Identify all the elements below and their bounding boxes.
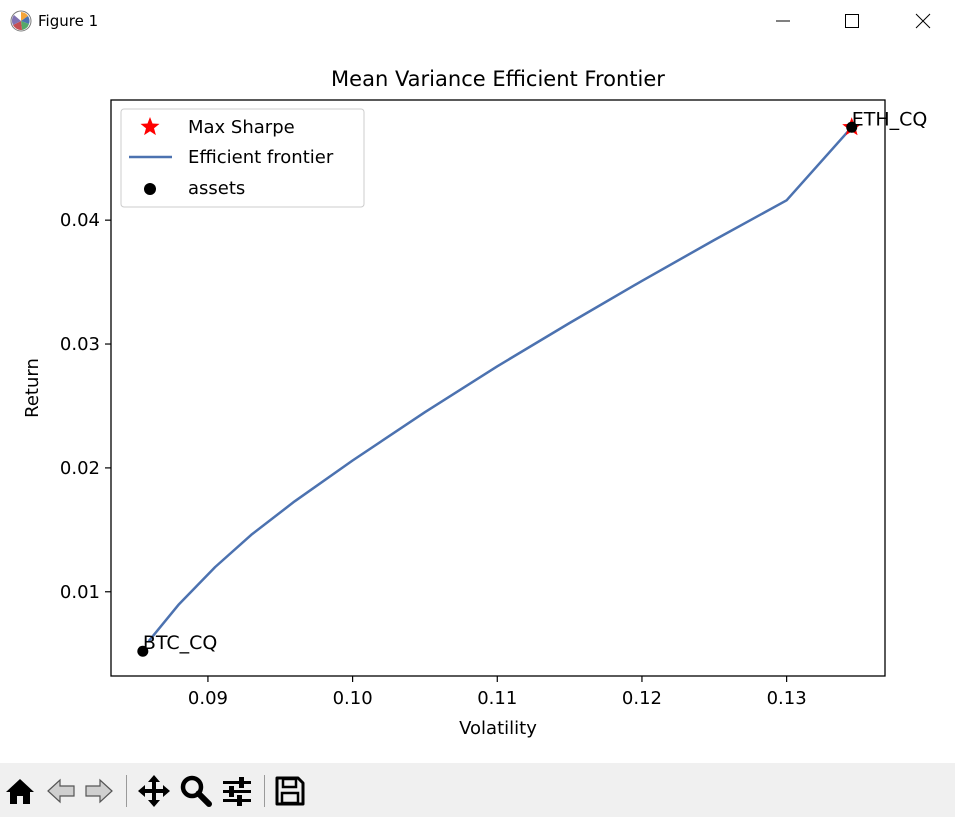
configure-subplots-button[interactable]	[219, 773, 255, 809]
x-tick-label: 0.09	[188, 688, 228, 709]
window-title: Figure 1	[38, 12, 99, 30]
zoom-button[interactable]	[178, 773, 214, 809]
home-button[interactable]	[2, 773, 38, 809]
close-icon	[915, 13, 931, 29]
configure-subplots-icon	[223, 777, 251, 806]
y-tick-label: 0.01	[60, 582, 100, 603]
forward-arrow-icon	[85, 778, 113, 804]
x-tick-label: 0.11	[477, 688, 517, 709]
home-icon	[6, 779, 34, 804]
legend-label: Max Sharpe	[188, 117, 295, 138]
back-button[interactable]	[43, 773, 79, 809]
close-button[interactable]	[900, 0, 946, 42]
x-tick-label: 0.10	[333, 688, 373, 709]
frontier-layer	[147, 126, 853, 643]
save-button[interactable]	[272, 773, 308, 809]
legend-star-icon	[140, 117, 160, 136]
pan-button[interactable]	[136, 773, 172, 809]
x-tick-label: 0.12	[622, 688, 662, 709]
zoom-magnifier-icon	[180, 775, 212, 807]
asset-label: BTC_CQ	[143, 632, 218, 654]
y-axis-label: Return	[22, 358, 43, 418]
chart-title: Mean Variance Efficient Frontier	[331, 67, 665, 91]
pan-move-icon	[138, 775, 170, 807]
maximize-icon	[845, 14, 859, 28]
x-tick-label: 0.13	[767, 688, 807, 709]
title-bar: Figure 1	[0, 0, 955, 42]
y-tick-label: 0.03	[60, 334, 100, 355]
y-ticks: 0.01 0.02 0.03 0.04	[60, 210, 111, 603]
y-tick-label: 0.02	[60, 458, 100, 479]
navigation-toolbar	[0, 763, 955, 817]
asset-label: ETH_CQ	[852, 108, 928, 130]
legend-dot-icon	[144, 183, 156, 195]
forward-button[interactable]	[81, 773, 117, 809]
y-tick-label: 0.04	[60, 210, 100, 231]
asset-point	[846, 121, 858, 133]
maximize-button[interactable]	[829, 0, 875, 42]
matplotlib-logo-icon	[9, 9, 33, 33]
x-ticks: 0.09 0.10 0.11 0.12 0.13	[188, 676, 807, 709]
toolbar-separator	[264, 775, 265, 807]
legend-label: assets	[188, 178, 245, 199]
save-floppy-icon	[275, 776, 305, 806]
minimize-button[interactable]	[760, 0, 806, 42]
axes-frame	[110, 99, 886, 677]
asset-point	[137, 645, 149, 657]
figure-canvas: Mean Variance Efficient Frontier BTC_CQ E…	[22, 67, 928, 739]
efficient-frontier-line	[147, 126, 853, 643]
toolbar-separator	[126, 775, 127, 807]
legend-label: Efficient frontier	[188, 147, 334, 168]
assets-layer: BTC_CQ ETH_CQ	[137, 108, 928, 657]
legend: Max Sharpe Efficient frontier assets	[120, 108, 365, 208]
back-arrow-icon	[47, 778, 75, 804]
minimize-icon	[776, 20, 790, 22]
x-axis-label: Volatility	[459, 718, 537, 739]
